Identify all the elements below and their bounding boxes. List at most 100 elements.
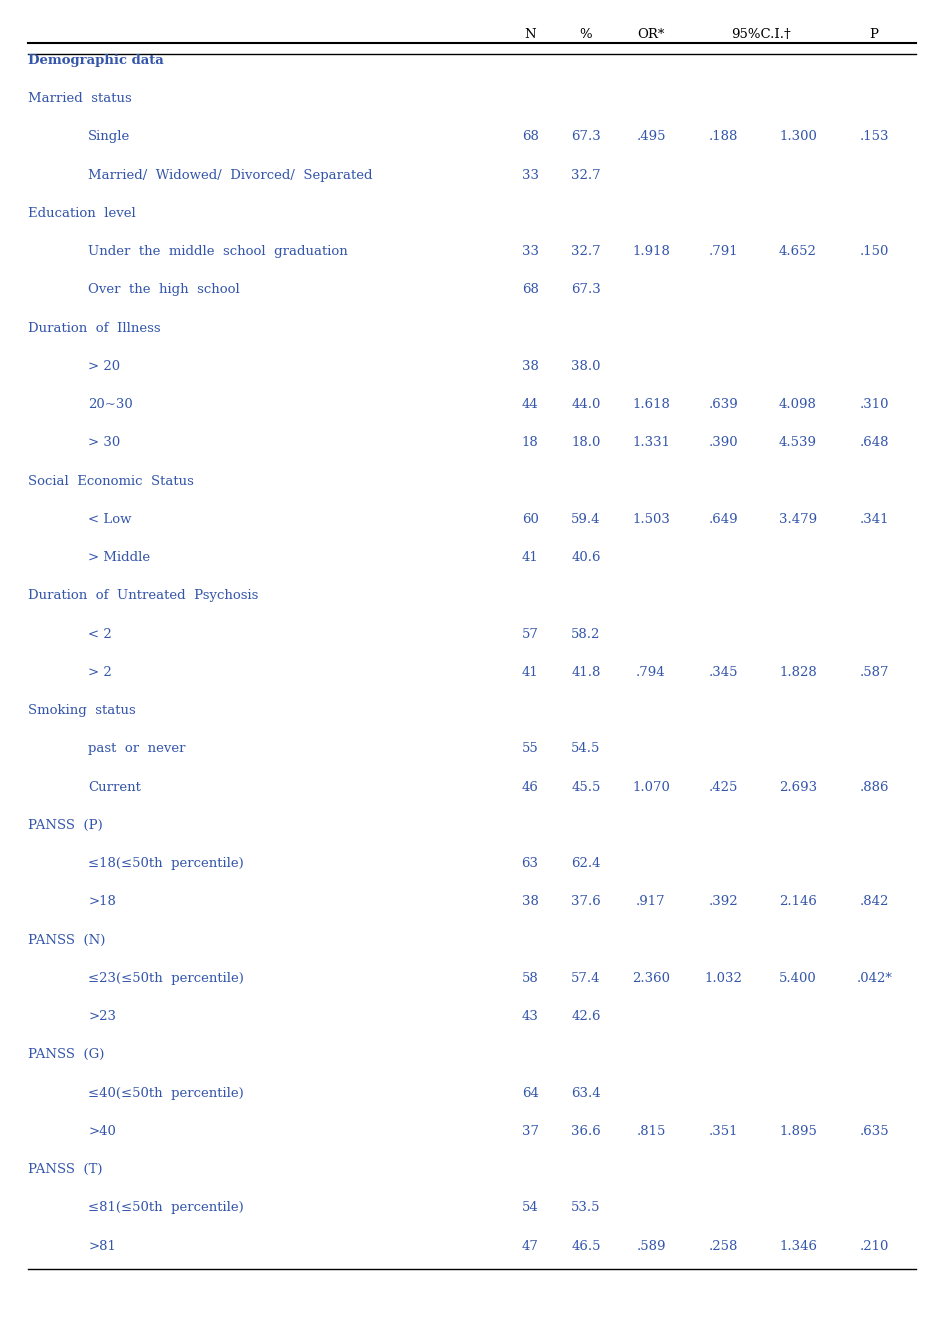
Text: Over  the  high  school: Over the high school [88,283,240,297]
Text: .258: .258 [709,1240,738,1252]
Text: 37: 37 [522,1125,538,1138]
Text: Smoking  status: Smoking status [28,705,136,717]
Text: > 2: > 2 [88,666,113,679]
Text: .210: .210 [859,1240,889,1252]
Text: ≤81(≤50th  percentile): ≤81(≤50th percentile) [88,1201,244,1215]
Text: 18: 18 [522,436,538,450]
Text: 1.331: 1.331 [632,436,670,450]
Text: 4.652: 4.652 [779,246,817,258]
Text: .351: .351 [709,1125,738,1138]
Text: 53.5: 53.5 [571,1201,601,1215]
Text: 68: 68 [522,130,538,144]
Text: .495: .495 [636,130,666,144]
Text: < Low: < Low [88,513,132,526]
Text: PANSS  (N): PANSS (N) [28,934,105,946]
Text: 63.4: 63.4 [571,1087,601,1099]
Text: > 20: > 20 [88,360,121,373]
Text: 1.300: 1.300 [779,130,817,144]
Text: ≤23(≤50th  percentile): ≤23(≤50th percentile) [88,972,245,985]
Text: >18: >18 [88,895,116,909]
Text: >81: >81 [88,1240,116,1252]
Text: .886: .886 [859,781,889,793]
Text: 4.098: 4.098 [779,399,817,411]
Text: %: % [579,28,592,42]
Text: 58: 58 [522,972,538,985]
Text: 33: 33 [522,246,538,258]
Text: 1.032: 1.032 [705,972,742,985]
Text: 18.0: 18.0 [571,436,601,450]
Text: 33: 33 [522,169,538,181]
Text: .345: .345 [709,666,738,679]
Text: .392: .392 [709,895,738,909]
Text: .649: .649 [709,513,738,526]
Text: 67.3: 67.3 [571,130,601,144]
Text: .917: .917 [636,895,666,909]
Text: 2.146: 2.146 [779,895,817,909]
Text: .842: .842 [859,895,889,909]
Text: 1.895: 1.895 [779,1125,817,1138]
Text: 1.346: 1.346 [779,1240,817,1252]
Text: 38: 38 [522,360,538,373]
Text: 41: 41 [522,666,538,679]
Text: .639: .639 [709,399,738,411]
Text: P: P [870,28,879,42]
Text: 64: 64 [522,1087,538,1099]
Text: 38.0: 38.0 [571,360,601,373]
Text: N: N [525,28,536,42]
Text: > 30: > 30 [88,436,121,450]
Text: 4.539: 4.539 [779,436,817,450]
Text: 57.4: 57.4 [571,972,601,985]
Text: 1.918: 1.918 [632,246,670,258]
Text: 44: 44 [522,399,538,411]
Text: 60: 60 [522,513,538,526]
Text: 45.5: 45.5 [571,781,601,793]
Text: .815: .815 [636,1125,666,1138]
Text: Married/  Widowed/  Divorced/  Separated: Married/ Widowed/ Divorced/ Separated [88,169,373,181]
Text: 37.6: 37.6 [571,895,601,909]
Text: 55: 55 [522,742,538,756]
Text: .589: .589 [636,1240,666,1252]
Text: 32.7: 32.7 [571,246,601,258]
Text: 1.828: 1.828 [779,666,817,679]
Text: Current: Current [88,781,141,793]
Text: 47: 47 [522,1240,538,1252]
Text: 95%C.I.†: 95%C.I.† [731,28,790,42]
Text: .648: .648 [859,436,889,450]
Text: 58.2: 58.2 [571,628,601,640]
Text: .587: .587 [859,666,889,679]
Text: 5.400: 5.400 [779,972,817,985]
Text: Duration  of  Illness: Duration of Illness [28,322,161,334]
Text: 68: 68 [522,283,538,297]
Text: 57: 57 [522,628,538,640]
Text: 20~30: 20~30 [88,399,133,411]
Text: 46.5: 46.5 [571,1240,601,1252]
Text: OR*: OR* [637,28,665,42]
Text: 2.693: 2.693 [779,781,817,793]
Text: 36.6: 36.6 [571,1125,601,1138]
Text: Single: Single [88,130,130,144]
Text: > Middle: > Middle [88,552,151,564]
Text: 54: 54 [522,1201,538,1215]
Text: Social  Economic  Status: Social Economic Status [28,475,193,487]
Text: 62.4: 62.4 [571,858,601,870]
Text: .341: .341 [859,513,889,526]
Text: 63: 63 [522,858,538,870]
Text: 2.360: 2.360 [632,972,670,985]
Text: 46: 46 [522,781,538,793]
Text: .390: .390 [709,436,738,450]
Text: PANSS  (P): PANSS (P) [28,819,102,832]
Text: Under  the  middle  school  graduation: Under the middle school graduation [88,246,348,258]
Text: .794: .794 [636,666,666,679]
Text: past  or  never: past or never [88,742,186,756]
Text: 42.6: 42.6 [571,1011,601,1023]
Text: .042*: .042* [857,972,892,985]
Text: 1.503: 1.503 [632,513,670,526]
Text: .150: .150 [859,246,889,258]
Text: .425: .425 [709,781,738,793]
Text: ≤40(≤50th  percentile): ≤40(≤50th percentile) [88,1087,244,1099]
Text: 3.479: 3.479 [779,513,817,526]
Text: Education  level: Education level [28,207,136,220]
Text: 32.7: 32.7 [571,169,601,181]
Text: ≤18(≤50th  percentile): ≤18(≤50th percentile) [88,858,244,870]
Text: 41: 41 [522,552,538,564]
